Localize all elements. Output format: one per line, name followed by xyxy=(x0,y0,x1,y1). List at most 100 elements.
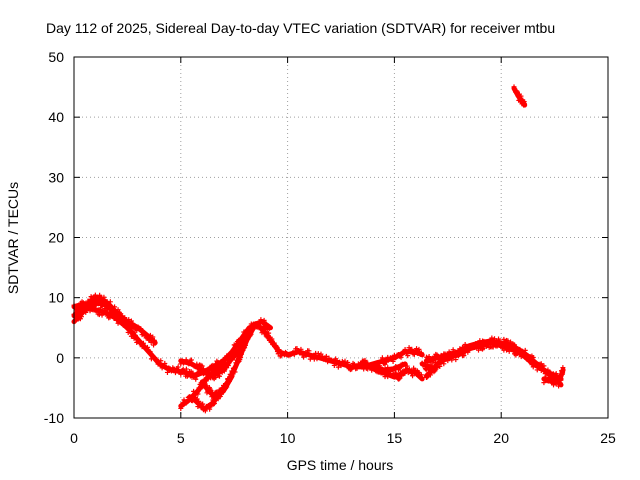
data-point xyxy=(472,345,477,351)
data-point xyxy=(193,399,199,405)
data-point xyxy=(403,349,409,355)
data-point xyxy=(439,354,445,360)
data-point xyxy=(369,367,375,373)
data-point xyxy=(433,360,439,366)
data-point xyxy=(396,376,402,382)
data-point xyxy=(461,353,467,359)
data-point xyxy=(541,368,547,374)
x-tick-label: 20 xyxy=(493,430,509,446)
data-point xyxy=(378,358,384,364)
data-point xyxy=(100,309,106,315)
data-point xyxy=(383,359,389,365)
data-point xyxy=(405,353,411,359)
data-point xyxy=(233,343,239,349)
data-point xyxy=(261,330,267,336)
data-point xyxy=(410,373,416,379)
y-tick-label: -10 xyxy=(44,410,64,426)
data-point xyxy=(200,401,206,407)
data-point xyxy=(183,366,189,372)
data-point xyxy=(266,330,272,336)
data-point xyxy=(208,388,214,394)
data-point xyxy=(242,342,248,348)
data-point xyxy=(188,357,194,363)
data-point xyxy=(453,357,459,363)
data-point xyxy=(437,356,443,362)
data-point xyxy=(190,370,196,376)
data-point xyxy=(520,348,526,354)
data-point xyxy=(140,340,146,346)
data-point xyxy=(422,362,428,368)
data-point xyxy=(200,371,206,377)
data-point xyxy=(211,401,217,407)
data-point xyxy=(210,393,216,399)
data-point xyxy=(385,365,391,371)
data-point xyxy=(93,302,99,308)
data-point xyxy=(522,347,528,353)
y-tick-label: 30 xyxy=(48,169,64,185)
data-point xyxy=(521,101,527,107)
y-tick-label: 20 xyxy=(48,230,64,246)
x-tick-label: 0 xyxy=(70,430,78,446)
data-point xyxy=(425,359,431,365)
data-point xyxy=(179,404,185,410)
data-point xyxy=(207,406,213,412)
data-point xyxy=(190,396,196,402)
data-point xyxy=(426,354,432,360)
data-point xyxy=(194,361,200,367)
data-point xyxy=(103,307,109,313)
data-point xyxy=(219,360,225,366)
data-point xyxy=(238,354,244,360)
data-point xyxy=(261,317,267,323)
data-point xyxy=(210,397,216,403)
data-point xyxy=(455,353,461,359)
data-point xyxy=(194,373,200,379)
data-point xyxy=(383,367,389,373)
data-point xyxy=(517,346,523,352)
data-point xyxy=(193,376,199,382)
data-point xyxy=(232,369,238,375)
data-point xyxy=(228,373,234,379)
data-point xyxy=(130,330,136,336)
data-point xyxy=(390,358,396,364)
data-point xyxy=(458,350,464,356)
data-point xyxy=(418,372,424,378)
data-point xyxy=(291,352,297,358)
data-point xyxy=(558,377,564,383)
data-point xyxy=(331,362,337,368)
data-point xyxy=(521,352,527,358)
data-point xyxy=(97,292,103,298)
data-point xyxy=(238,351,244,357)
data-point xyxy=(199,363,205,369)
data-point xyxy=(365,366,371,372)
data-point xyxy=(481,338,487,344)
y-tick-label: 50 xyxy=(48,49,64,65)
chart-title: Day 112 of 2025, Sidereal Day-to-day VTE… xyxy=(46,20,555,36)
data-point xyxy=(240,347,246,353)
data-point xyxy=(215,368,221,374)
series-0 xyxy=(71,84,566,414)
data-point xyxy=(486,338,492,344)
data-point xyxy=(418,350,424,356)
data-point xyxy=(126,317,132,323)
data-point xyxy=(505,338,511,344)
data-point xyxy=(151,337,157,343)
data-point xyxy=(98,305,104,311)
data-point xyxy=(154,356,160,362)
data-point xyxy=(147,349,153,355)
data-point xyxy=(225,363,231,369)
data-point xyxy=(437,363,443,369)
data-point xyxy=(438,360,444,366)
y-tick-label: 10 xyxy=(48,290,64,306)
x-tick-label: 15 xyxy=(387,430,403,446)
data-point xyxy=(94,308,100,314)
data-point xyxy=(258,327,264,333)
data-point xyxy=(150,334,156,340)
data-point xyxy=(546,374,552,380)
data-point xyxy=(212,369,218,375)
data-point xyxy=(301,354,307,360)
data-point xyxy=(184,399,190,405)
data-point xyxy=(530,355,536,361)
data-point xyxy=(354,365,360,371)
